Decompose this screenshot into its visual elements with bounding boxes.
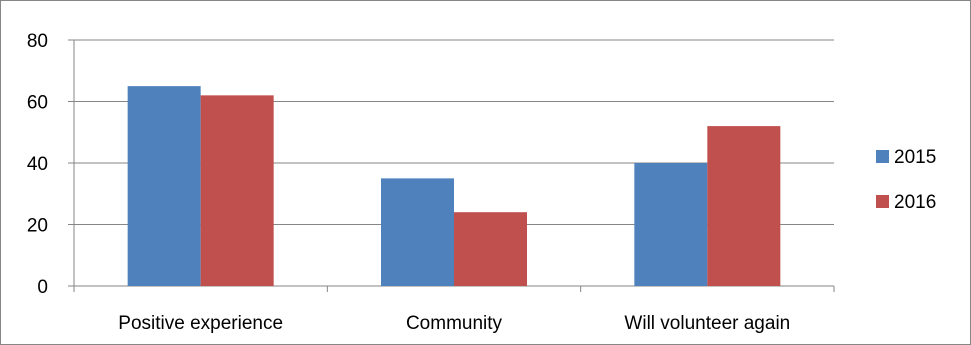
bar-2016-will-volunteer-again <box>707 126 781 286</box>
y-tick-label: 20 <box>27 216 48 237</box>
legend: 2015 2016 <box>876 147 936 213</box>
bar-2016-community <box>454 212 527 286</box>
y-axis-tick-labels: 0 20 40 60 80 <box>27 31 48 298</box>
bar-2015-positive-experience <box>127 86 201 286</box>
legend-swatch-2015 <box>876 150 889 163</box>
bar-2015-community <box>381 178 454 286</box>
y-tick-label: 60 <box>27 93 48 114</box>
y-tick-label: 40 <box>27 154 48 175</box>
bars <box>127 86 781 286</box>
x-category-label: Positive experience <box>118 313 283 334</box>
y-tick-label: 0 <box>37 277 48 298</box>
legend-label-2016: 2016 <box>894 192 936 213</box>
y-tick-label: 80 <box>27 31 48 52</box>
x-category-label: Will volunteer again <box>624 313 790 334</box>
x-category-label: Community <box>406 313 503 334</box>
legend-swatch-2016 <box>876 195 889 208</box>
bar-2016-positive-experience <box>200 95 274 286</box>
x-axis-category-labels: Positive experience Community Will volunte… <box>118 313 790 334</box>
legend-label-2015: 2015 <box>894 147 936 168</box>
bar-2015-will-volunteer-again <box>634 163 708 286</box>
